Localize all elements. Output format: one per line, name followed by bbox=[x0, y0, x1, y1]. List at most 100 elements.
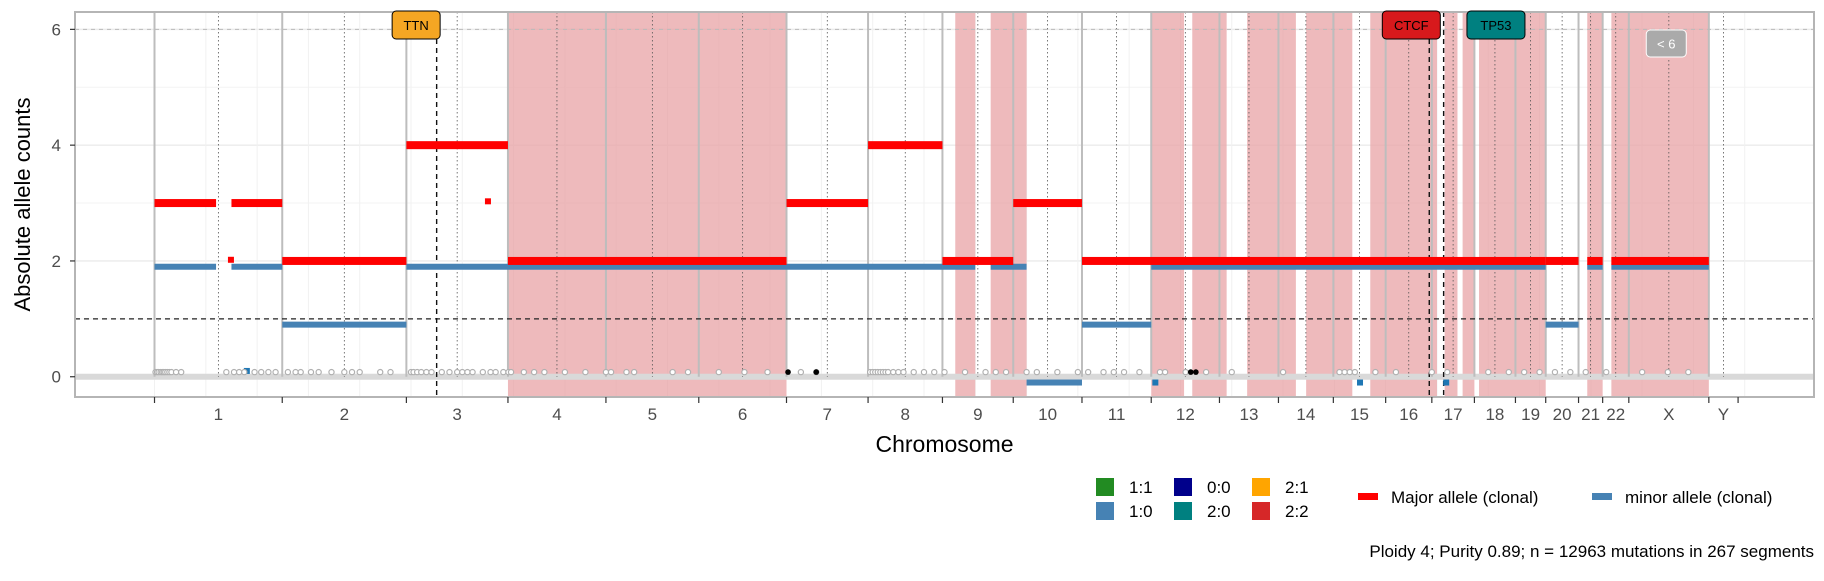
mutation-point bbox=[492, 368, 499, 376]
mutation-point bbox=[487, 368, 494, 376]
minor-allele-segment bbox=[1151, 263, 1546, 270]
mutation-point bbox=[684, 368, 692, 376]
x-tick-label: 12 bbox=[1176, 405, 1195, 424]
baseline-band bbox=[75, 373, 1814, 380]
major-allele-segment bbox=[942, 256, 1014, 265]
mutation-point bbox=[453, 368, 461, 376]
x-tick-label: 16 bbox=[1399, 405, 1418, 424]
mutation-point bbox=[241, 368, 248, 376]
legend-label: 1:0 bbox=[1129, 502, 1153, 521]
mutation-point bbox=[1120, 368, 1128, 376]
mutation-point bbox=[1664, 368, 1672, 376]
mutation-point bbox=[900, 368, 907, 376]
minor-allele-segment bbox=[1587, 263, 1603, 270]
gene-label-box bbox=[1645, 29, 1687, 58]
mutation-point bbox=[284, 368, 292, 376]
minor-allele-segment bbox=[231, 263, 283, 270]
mutation-point bbox=[1536, 368, 1543, 376]
mutation-point bbox=[438, 368, 445, 376]
x-tick-label: 14 bbox=[1296, 405, 1315, 424]
mutation-point bbox=[520, 368, 528, 376]
y-tick-label: 6 bbox=[52, 20, 61, 39]
mutation-point bbox=[1351, 368, 1359, 376]
mutation-point bbox=[348, 368, 356, 376]
legend-label: 2:1 bbox=[1285, 478, 1309, 497]
mutation-point bbox=[356, 368, 363, 376]
major-allele-segment bbox=[1611, 256, 1709, 265]
major-allele-segment bbox=[868, 141, 943, 150]
mutation-point bbox=[890, 368, 897, 376]
major-allele-segment bbox=[406, 141, 508, 150]
y-tick-label: 4 bbox=[52, 136, 61, 155]
mutation-point bbox=[920, 368, 928, 376]
legend-allele-swatch bbox=[1592, 493, 1612, 500]
shaded-region bbox=[1247, 12, 1296, 397]
small-segment-mark bbox=[1152, 379, 1159, 386]
x-tick-label: 19 bbox=[1521, 405, 1540, 424]
gene-label-box bbox=[1381, 10, 1441, 40]
shaded-region bbox=[1306, 12, 1353, 397]
mutation-point bbox=[1136, 368, 1143, 376]
legend-swatch bbox=[1252, 502, 1270, 520]
x-tick-label: 22 bbox=[1606, 405, 1625, 424]
x-axis-title: Chromosome bbox=[875, 431, 1013, 457]
minor-allele-segments bbox=[154, 263, 1709, 386]
mutation-point bbox=[1033, 368, 1041, 376]
mutation-point bbox=[177, 368, 185, 376]
mutation-point bbox=[884, 368, 892, 376]
small-segment-mark bbox=[227, 256, 234, 263]
mutation-point bbox=[1392, 368, 1400, 376]
shaded-region bbox=[1151, 12, 1185, 397]
plot-panel bbox=[75, 12, 1814, 397]
grid-lines bbox=[75, 12, 1814, 397]
x-tick-label: 15 bbox=[1350, 405, 1369, 424]
mutation-point bbox=[1156, 368, 1164, 376]
mutation-point bbox=[1336, 368, 1343, 376]
gene-label-text: CTCF bbox=[1394, 18, 1429, 33]
mutation-point bbox=[1074, 368, 1082, 376]
minor-allele-segment bbox=[282, 321, 407, 328]
mutation-point bbox=[1054, 368, 1061, 376]
major-allele-segment bbox=[1013, 199, 1082, 208]
mutation-point bbox=[1002, 368, 1010, 376]
mutation-point bbox=[1100, 368, 1107, 376]
shaded-region bbox=[1479, 12, 1546, 397]
y-tick-label: 0 bbox=[52, 368, 61, 387]
x-tick-label: 6 bbox=[738, 405, 747, 424]
shaded-region bbox=[507, 12, 787, 397]
mutation-point bbox=[1505, 368, 1512, 376]
x-tick-label: 4 bbox=[552, 405, 561, 424]
mutation-point bbox=[607, 368, 615, 376]
x-axis: 1 2 3 4 5 6 7 8 9 10 11 12 13 14 15 16 17 18 19 20 21 22 X YChr… bbox=[153, 397, 1739, 457]
x-tick-label: 5 bbox=[648, 405, 657, 424]
shaded-region bbox=[1611, 12, 1709, 397]
mutation-point bbox=[561, 368, 569, 376]
major-allele-segment bbox=[1545, 256, 1579, 265]
mutation-point bbox=[623, 368, 630, 376]
gene-label-box bbox=[1466, 10, 1526, 40]
mutation-point bbox=[428, 368, 435, 376]
x-tick-label: 21 bbox=[1581, 405, 1600, 424]
shaded-regions bbox=[507, 12, 1709, 397]
x-tick-label: 18 bbox=[1485, 405, 1504, 424]
major-allele-segment bbox=[1587, 256, 1603, 265]
legend: 1:1 0:0 2:1 1:0 2:0 2:2 Major allele (clonal) m… bbox=[1096, 478, 1772, 521]
mutation-point bbox=[292, 368, 299, 376]
mutation-points bbox=[152, 368, 1692, 376]
shaded-region bbox=[955, 12, 976, 397]
y-axis-title: Absolute allele counts bbox=[10, 97, 35, 311]
minor-allele-segment bbox=[1545, 321, 1579, 328]
mutation-point bbox=[1567, 368, 1574, 376]
mutation-point bbox=[258, 368, 265, 376]
mutation-point bbox=[1341, 368, 1348, 376]
x-tick-label: 11 bbox=[1108, 405, 1126, 424]
shaded-region bbox=[1370, 12, 1437, 397]
panel-border bbox=[74, 11, 1815, 398]
mutation-point bbox=[307, 368, 315, 376]
mutation-point bbox=[1182, 368, 1189, 376]
mutation-point bbox=[446, 368, 453, 376]
mutation-point bbox=[1603, 368, 1610, 376]
legend-label: 0:0 bbox=[1207, 478, 1231, 497]
